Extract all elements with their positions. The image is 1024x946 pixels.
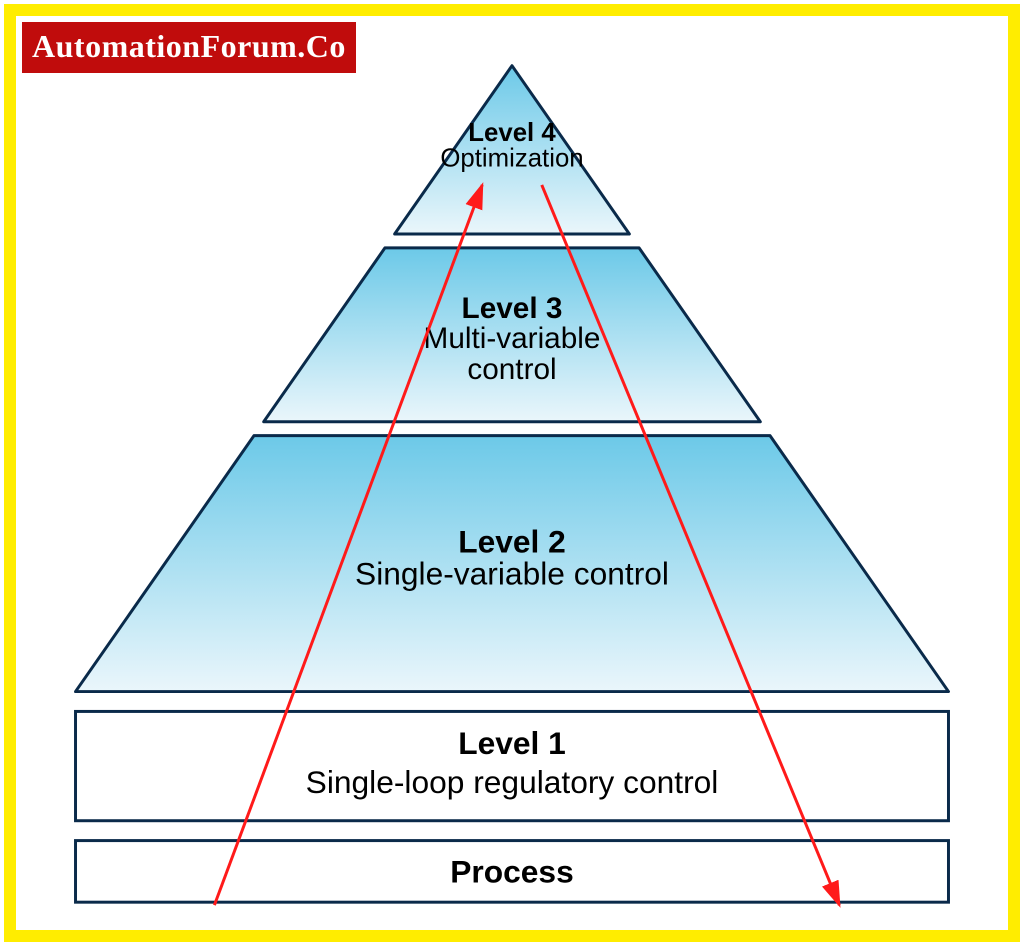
svg-text:Level 3: Level 3 (462, 292, 563, 325)
diagram-canvas: Level 4OptimizationLevel 3Multi-variable… (16, 16, 1008, 930)
svg-text:Process: Process (450, 853, 573, 889)
watermark-text: AutomationForum.Co (32, 28, 346, 64)
watermark-badge: AutomationForum.Co (22, 22, 356, 73)
svg-text:Level 4: Level 4 (468, 119, 556, 147)
svg-text:Level 1: Level 1 (458, 725, 566, 761)
svg-text:Single-variable control: Single-variable control (355, 555, 669, 591)
svg-text:Level 2: Level 2 (458, 523, 566, 559)
pyramid-svg: Level 4OptimizationLevel 3Multi-variable… (16, 16, 1008, 930)
svg-text:Optimization: Optimization (440, 145, 583, 173)
svg-text:Single-loop regulatory control: Single-loop regulatory control (306, 764, 719, 800)
outer-frame: AutomationForum.Co Level 4Optimization Le… (4, 4, 1020, 942)
